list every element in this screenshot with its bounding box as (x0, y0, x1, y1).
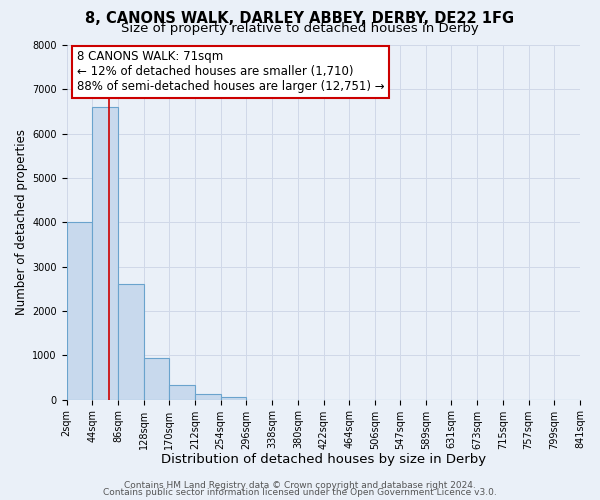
Text: Size of property relative to detached houses in Derby: Size of property relative to detached ho… (121, 22, 479, 35)
Bar (92, 107, 118, 400)
Bar (169, 385, 195, 400)
Y-axis label: Number of detached properties: Number of detached properties (15, 130, 28, 316)
Text: Contains HM Land Registry data © Crown copyright and database right 2024.: Contains HM Land Registry data © Crown c… (124, 481, 476, 490)
Bar (221, 397, 247, 400)
Bar (195, 394, 221, 400)
Text: 8, CANONS WALK, DARLEY ABBEY, DERBY, DE22 1FG: 8, CANONS WALK, DARLEY ABBEY, DERBY, DE2… (85, 11, 515, 26)
Text: 8 CANONS WALK: 71sqm
← 12% of detached houses are smaller (1,710)
88% of semi-de: 8 CANONS WALK: 71sqm ← 12% of detached h… (77, 50, 385, 94)
Bar (143, 358, 169, 400)
Bar (67, 222, 92, 400)
Bar (118, 284, 143, 400)
Text: Contains public sector information licensed under the Open Government Licence v3: Contains public sector information licen… (103, 488, 497, 497)
X-axis label: Distribution of detached houses by size in Derby: Distribution of detached houses by size … (161, 453, 486, 466)
